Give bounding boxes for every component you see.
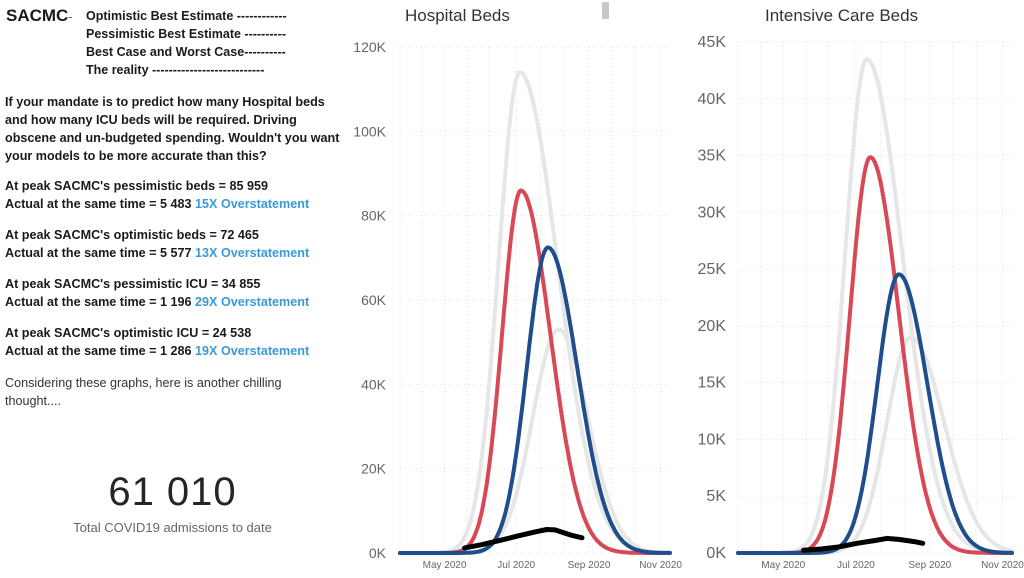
- y-tick-label: 80K: [361, 208, 387, 224]
- x-tick-label: May 2020: [761, 560, 805, 571]
- y-tick-label: 0K: [706, 545, 726, 562]
- y-tick-label: 0K: [369, 545, 387, 561]
- kpi-value: 61 010: [108, 470, 237, 514]
- stat-block: At peak SACMC's pessimistic beds = 85 95…: [5, 177, 309, 213]
- stat-block: At peak SACMC's optimistic beds = 72 465…: [5, 226, 309, 262]
- scroll-handle[interactable]: [602, 2, 609, 19]
- x-tick-label: May 2020: [423, 560, 467, 571]
- y-tick-label: 35K: [698, 148, 727, 165]
- series-line: [398, 245, 672, 555]
- stat-line: Actual at the same time = 5 577: [5, 246, 196, 260]
- series-line: [736, 272, 1014, 555]
- x-tick-label: Nov 2020: [639, 560, 682, 571]
- stat-line: At peak SACMC's pessimistic beds = 85 95…: [5, 179, 269, 193]
- legend-optimistic: Optimistic Best Estimate ------------: [86, 9, 287, 23]
- y-tick-label: 30K: [698, 204, 727, 221]
- legend-pessimistic: Pessimistic Best Estimate ----------: [86, 27, 287, 41]
- intro-paragraph: If your mandate is to predict how many H…: [5, 95, 340, 163]
- legend-best-worst: Best Case and Worst Case----------: [86, 45, 286, 59]
- y-tick-label: 120K: [353, 39, 386, 55]
- overstatement-text: 15X Overstatement: [195, 197, 310, 211]
- series-line: [462, 527, 585, 551]
- y-tick-label: 10K: [698, 431, 727, 448]
- overstatement-text: 19X Overstatement: [195, 344, 310, 358]
- overstatement-text: 13X Overstatement: [195, 246, 310, 260]
- y-tick-label: 15K: [698, 375, 727, 392]
- y-tick-label: 25K: [698, 261, 727, 278]
- y-tick-label: 20K: [698, 318, 727, 335]
- x-tick-label: Sep 2020: [908, 560, 951, 571]
- x-tick-label: Jul 2020: [497, 560, 535, 571]
- legend-reality: The reality ---------------------------: [86, 63, 265, 77]
- kpi-label: Total COVID19 admissions to date: [73, 520, 272, 535]
- x-tick-label: Jul 2020: [837, 560, 875, 571]
- brand-label: SACMC: [6, 6, 69, 25]
- y-tick-label: 100K: [353, 123, 386, 139]
- series-line: [801, 535, 926, 553]
- series-line: [736, 335, 1014, 555]
- icu-chart-title: Intensive Care Beds: [765, 6, 919, 25]
- x-tick-label: Nov 2020: [981, 560, 1024, 571]
- closing-text: Considering these graphs, here is anothe…: [5, 376, 282, 408]
- commentary-panel: SACMC - Optimistic Best Estimate -------…: [0, 0, 345, 578]
- y-tick-label: 60K: [361, 292, 387, 308]
- stat-line: At peak SACMC's optimistic ICU = 24 538: [5, 326, 252, 340]
- stat-block: At peak SACMC's optimistic ICU = 24 538 …: [5, 324, 309, 360]
- stat-line: Actual at the same time = 1 286: [5, 344, 196, 358]
- stat-block: At peak SACMC's pessimistic ICU = 34 855…: [5, 275, 309, 311]
- stat-line: At peak SACMC's optimistic beds = 72 465: [5, 228, 259, 242]
- brand-dash: -: [68, 9, 73, 24]
- series-line: [736, 155, 1014, 555]
- stat-line: At peak SACMC's pessimistic ICU = 34 855: [5, 277, 261, 291]
- stat-line: Actual at the same time = 1 196: [5, 295, 196, 309]
- overstatement-text: 29X Overstatement: [195, 295, 310, 309]
- x-tick-label: Sep 2020: [568, 560, 611, 571]
- y-tick-label: 45K: [698, 34, 727, 51]
- hospital-chart-title: Hospital Beds: [405, 6, 510, 25]
- y-tick-label: 40K: [361, 376, 387, 392]
- stat-line: Actual at the same time = 5 483: [5, 197, 196, 211]
- y-tick-label: 5K: [706, 488, 726, 505]
- y-tick-label: 20K: [361, 461, 387, 477]
- y-tick-label: 40K: [698, 91, 727, 108]
